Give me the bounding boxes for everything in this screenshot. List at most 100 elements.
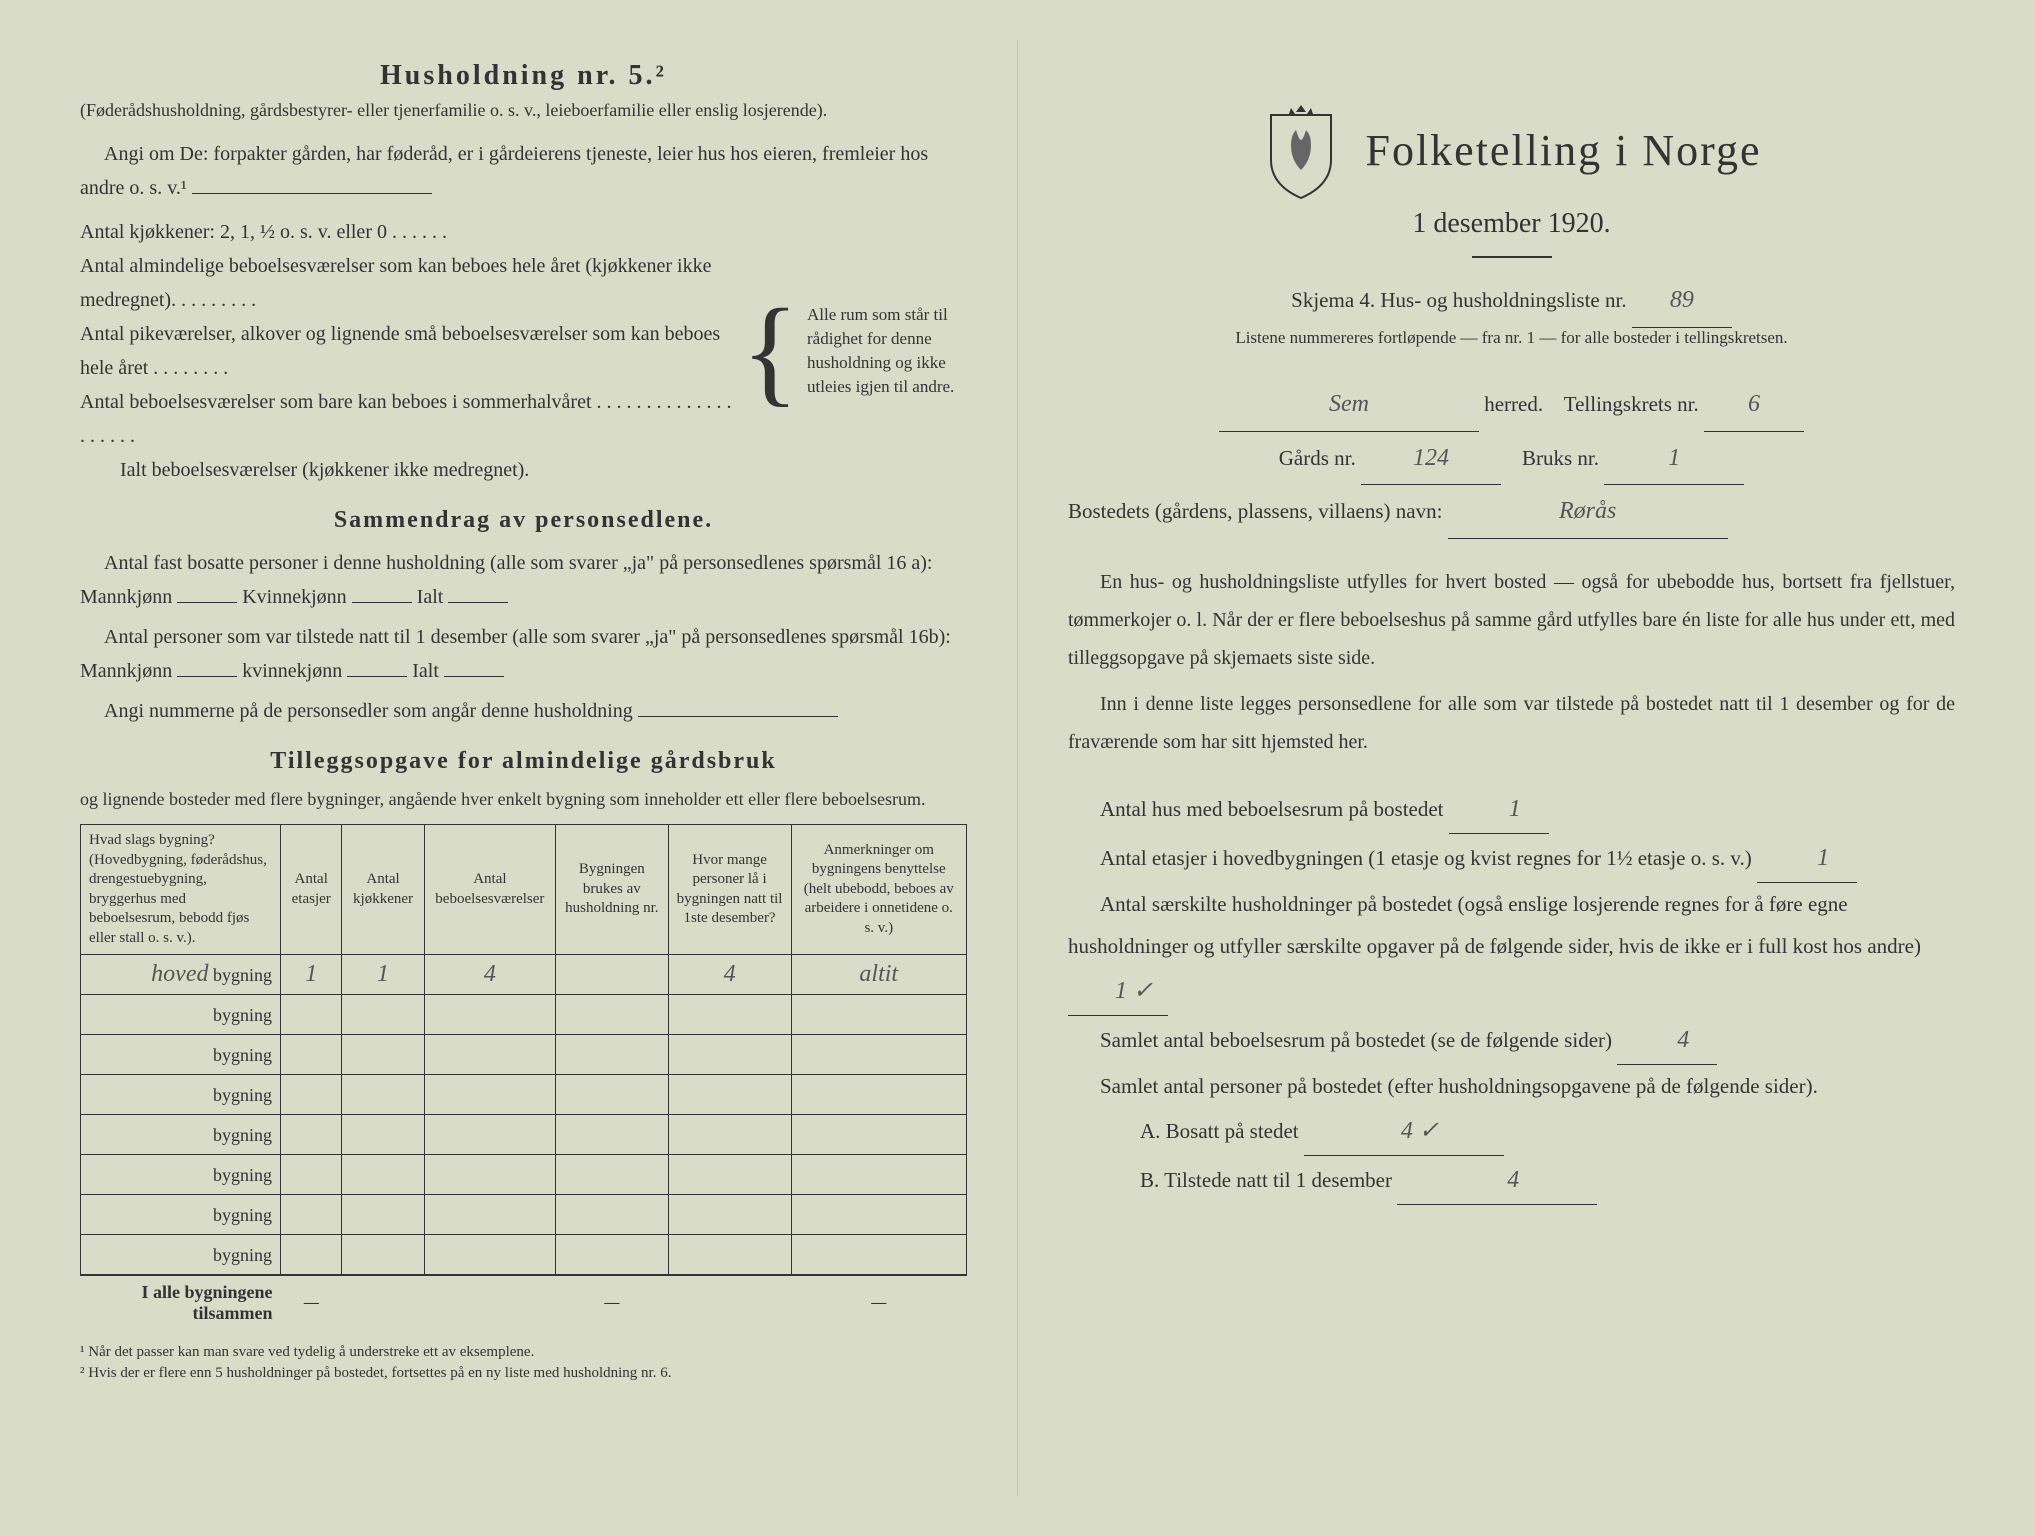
summer-rooms-line: Antal beboelsesværelser som bare kan beb… <box>80 385 733 453</box>
table-cell <box>281 1235 342 1276</box>
table-cell <box>424 1195 555 1235</box>
bosted-value: Rørås <box>1448 485 1728 539</box>
table-cell: 4 <box>424 955 555 995</box>
room-lines: Antal kjøkkener: 2, 1, ½ o. s. v. eller … <box>80 215 733 487</box>
fA-value: 4 ✓ <box>1304 1107 1504 1156</box>
table-cell <box>791 1075 966 1115</box>
table-cell <box>342 1155 424 1195</box>
table-cell <box>556 995 669 1035</box>
total-dash: — <box>791 1275 966 1330</box>
f2-label: Antal etasjer i hovedbygningen (1 etasje… <box>1100 846 1752 870</box>
summary1a: Antal fast bosatte personer i denne hush… <box>80 552 933 608</box>
para1-text: Angi om De: forpakter gården, har føderå… <box>80 143 928 199</box>
blank-line <box>192 193 432 194</box>
table-cell <box>342 1075 424 1115</box>
table-cell <box>791 995 966 1035</box>
table-cell: altit <box>791 955 966 995</box>
table-row: bygning <box>81 1155 967 1195</box>
total-cell <box>668 1275 791 1330</box>
summary3: Angi nummerne på de personsedler som ang… <box>104 700 633 722</box>
footnotes: ¹ Når det passer kan man svare ved tydel… <box>80 1342 967 1384</box>
kitchens-line: Antal kjøkkener: 2, 1, ½ o. s. v. eller … <box>80 215 733 249</box>
herred-label: herred. <box>1484 392 1543 416</box>
curly-brace-icon: { <box>733 303 807 399</box>
gard-line: Gårds nr. 124 Bruks nr. 1 <box>1068 432 1955 486</box>
blank <box>177 602 237 603</box>
blank <box>177 676 237 677</box>
table-cell <box>791 1035 966 1075</box>
table-cell <box>791 1195 966 1235</box>
buildings-table: Hvad slags bygning? (Hovedbygning, føder… <box>80 824 967 1330</box>
table-cell <box>668 1035 791 1075</box>
instructions-para1: Angi om De: forpakter gården, har føderå… <box>80 137 967 205</box>
schema-label: Skjema 4. Hus- og husholdningsliste nr. <box>1291 288 1626 312</box>
bosted-label: Bostedets (gårdens, plassens, villaens) … <box>1068 499 1442 523</box>
table-row: hoved bygning1144altit <box>81 955 967 995</box>
table-cell <box>424 1035 555 1075</box>
building-name-cell: bygning <box>81 1235 281 1276</box>
field-total-persons: Samlet antal personer på bostedet (efter… <box>1068 1065 1955 1107</box>
body-para1: En hus- og husholdningsliste utfylles fo… <box>1068 563 1955 677</box>
table-row: bygning <box>81 1115 967 1155</box>
building-name-cell: bygning <box>81 1035 281 1075</box>
bruk-label: Bruks nr. <box>1522 446 1599 470</box>
table-header-row: Hvad slags bygning? (Hovedbygning, føder… <box>81 825 967 955</box>
table-cell <box>424 1235 555 1276</box>
table-cell <box>791 1155 966 1195</box>
herred-line: Sem herred. Tellingskrets nr. 6 <box>1068 378 1955 432</box>
blank <box>638 716 838 717</box>
col-kitchens: Antal kjøkkener <box>342 825 424 955</box>
table-cell <box>342 1035 424 1075</box>
field-A: A. Bosatt på stedet 4 ✓ <box>1108 1107 1955 1156</box>
table-cell <box>556 1035 669 1075</box>
col-household: Bygningen brukes av husholdning nr. <box>556 825 669 955</box>
table-cell <box>281 1115 342 1155</box>
summary2a: Antal personer som var tilstede natt til… <box>80 626 951 682</box>
table-cell <box>556 955 669 995</box>
building-name-cell: hoved bygning <box>81 955 281 995</box>
col-persons: Hvor mange personer lå i bygningen natt … <box>668 825 791 955</box>
bosted-line: Bostedets (gårdens, plassens, villaens) … <box>1068 485 1955 539</box>
table-cell <box>556 1115 669 1155</box>
col-remarks: Anmerkninger om bygningens benyttelse (h… <box>791 825 966 955</box>
table-row: bygning <box>81 1235 967 1276</box>
summary2b: kvinnekjønn <box>242 660 342 682</box>
krets-label: Tellingskrets nr. <box>1564 392 1699 416</box>
f3-value: 1 ✓ <box>1068 967 1168 1016</box>
table-cell <box>791 1115 966 1155</box>
table-cell <box>281 1075 342 1115</box>
bruk-value: 1 <box>1604 432 1744 486</box>
f4-label: Samlet antal beboelsesrum på bostedet (s… <box>1100 1028 1612 1052</box>
table-row: bygning <box>81 995 967 1035</box>
addl-intro: og lignende bosteder med flere bygninger… <box>80 787 967 812</box>
table-cell <box>668 1075 791 1115</box>
schema-line: Skjema 4. Hus- og husholdningsliste nr. … <box>1068 274 1955 328</box>
summary2c: Ialt <box>412 660 439 682</box>
table-cell <box>424 1115 555 1155</box>
blank <box>352 602 412 603</box>
table-cell <box>424 1075 555 1115</box>
table-cell <box>668 995 791 1035</box>
summary-line2: Antal personer som var tilstede natt til… <box>80 620 967 688</box>
body-para2: Inn i denne liste legges personsedlene f… <box>1068 685 1955 761</box>
table-row: bygning <box>81 1195 967 1235</box>
table-cell <box>556 1235 669 1276</box>
gard-label: Gårds nr. <box>1279 446 1356 470</box>
table-row: bygning <box>81 1035 967 1075</box>
household-subtitle: (Føderådshusholdning, gårdsbestyrer- ell… <box>80 100 967 121</box>
fB-value: 4 <box>1397 1156 1597 1205</box>
table-cell <box>342 1235 424 1276</box>
left-page: Husholdning nr. 5.² (Føderådshusholdning… <box>30 40 1018 1496</box>
building-name-cell: bygning <box>81 1075 281 1115</box>
table-cell <box>281 995 342 1035</box>
table-row: bygning <box>81 1075 967 1115</box>
fB-label: B. Tilstede natt til 1 desember <box>1140 1168 1392 1192</box>
total-cell <box>342 1275 424 1330</box>
field-floors: Antal etasjer i hovedbygningen (1 etasje… <box>1068 834 1955 883</box>
summary-line3: Angi nummerne på de personsedler som ang… <box>80 694 967 728</box>
fA-label: A. Bosatt på stedet <box>1140 1119 1299 1143</box>
brace-note: Alle rum som står til rådighet for denne… <box>807 303 967 398</box>
table-cell <box>342 1195 424 1235</box>
table-cell <box>556 1155 669 1195</box>
blank <box>347 676 407 677</box>
